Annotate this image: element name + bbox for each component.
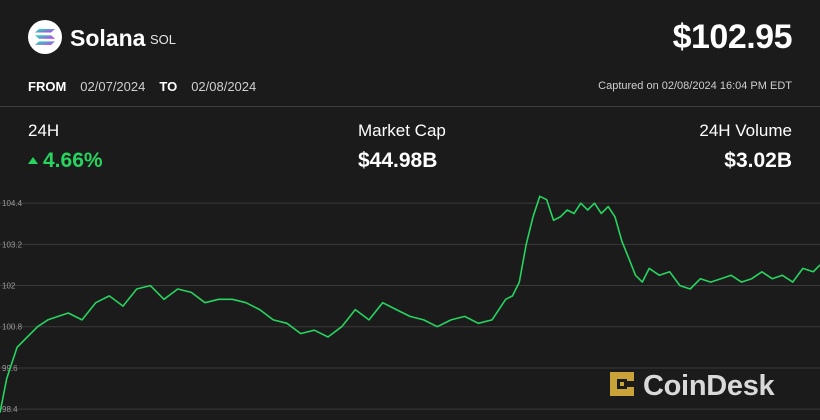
stat-market-cap-label: Market Cap [358,121,446,140]
solana-logo-icon [28,20,62,54]
from-label: FROM [28,79,67,94]
to-date: 02/08/2024 [191,79,257,94]
date-range: FROM 02/07/2024 TO 02/08/2024 [28,79,270,94]
stat-volume-label: 24H Volume [699,121,792,140]
y-tick-label: 98.4 [2,405,18,414]
y-tick-label: 102 [2,282,16,291]
current-price: $102.95 [672,18,793,56]
divider [0,106,820,107]
to-label: TO [159,79,178,94]
y-tick-label: 103.2 [2,240,23,249]
y-tick-label: 104.4 [2,199,23,208]
captured-timestamp: Captured on 02/08/2024 16:04 PM EDT [598,80,792,92]
coindesk-logo-icon [610,372,634,396]
coin-name: Solana [70,25,146,51]
price-series-line [0,195,820,413]
stat-market-cap-value: $44.98B [358,149,438,172]
y-tick-label: 100.8 [2,323,23,332]
coindesk-brand-name: CoinDesk [643,370,775,402]
stat-volume-value: $3.02B [724,149,792,172]
up-arrow-icon [28,157,38,164]
from-date: 02/07/2024 [80,79,146,94]
stat-24h-value: 4.66% [43,149,103,172]
coin-symbol: SOL [150,32,177,47]
stat-24h-label: 24H [28,121,60,140]
stat-24h-change: 4.66% [28,149,103,173]
